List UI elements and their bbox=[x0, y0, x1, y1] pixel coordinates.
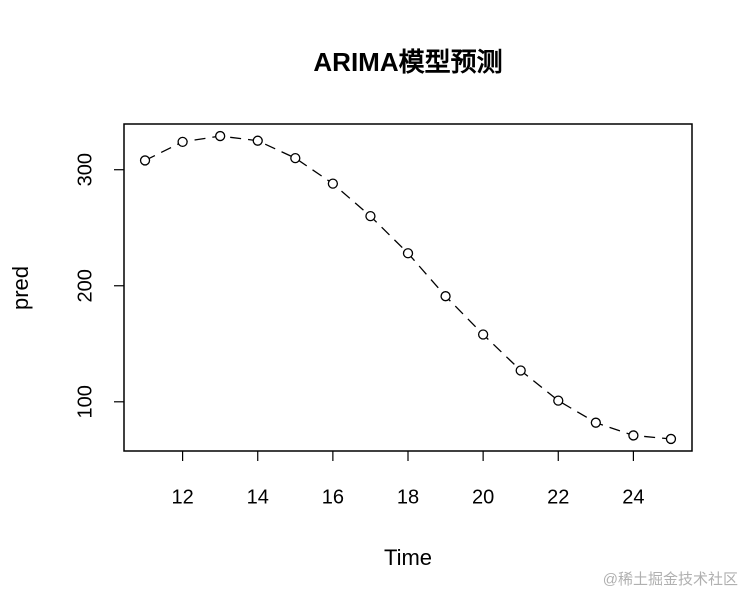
point bbox=[553, 395, 564, 406]
point bbox=[365, 210, 376, 222]
x-tick-label: 16 bbox=[322, 486, 344, 508]
point bbox=[665, 433, 677, 445]
point bbox=[139, 155, 151, 166]
point bbox=[177, 136, 188, 148]
y-tick-label: 200 bbox=[74, 269, 96, 302]
point bbox=[515, 365, 526, 376]
point bbox=[477, 329, 489, 340]
x-tick-label: 12 bbox=[171, 486, 193, 508]
x-tick-label: 14 bbox=[247, 486, 269, 508]
point bbox=[215, 130, 226, 142]
y-tick-label: 100 bbox=[74, 385, 96, 418]
y-axis-label: pred bbox=[8, 266, 33, 310]
point bbox=[252, 135, 263, 146]
x-axis-label: Time bbox=[384, 545, 432, 570]
point bbox=[440, 291, 451, 302]
point bbox=[290, 152, 301, 164]
x-tick-label: 18 bbox=[397, 486, 419, 508]
point bbox=[590, 417, 601, 428]
point bbox=[327, 178, 339, 189]
x-tick-label: 20 bbox=[472, 486, 494, 508]
x-tick-label: 22 bbox=[547, 486, 569, 508]
watermark: @稀土掘金技术社区 bbox=[603, 571, 738, 588]
chart-title: ARIMA模型预测 bbox=[313, 47, 502, 77]
point bbox=[628, 430, 639, 441]
x-tick-label: 24 bbox=[622, 486, 644, 508]
y-tick-label: 300 bbox=[74, 153, 96, 186]
point bbox=[402, 248, 414, 259]
